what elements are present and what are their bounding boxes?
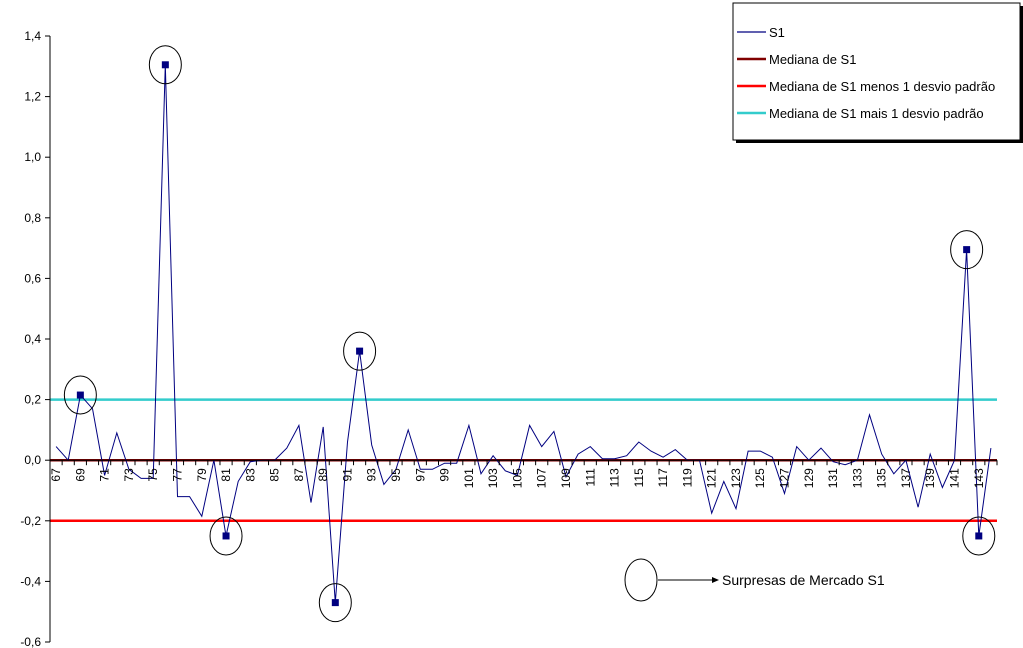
annotation-circle — [624, 558, 658, 602]
x-tick-label: 89 — [316, 468, 330, 482]
x-tick-label: 143 — [972, 468, 986, 488]
highlight-marker — [356, 347, 364, 355]
x-tick-label: 79 — [195, 468, 209, 482]
legend-box — [732, 2, 1021, 141]
x-tick-label: 139 — [923, 468, 937, 488]
x-tick-label: 91 — [340, 468, 354, 482]
highlight-circle — [318, 583, 352, 623]
x-tick-label: 107 — [535, 468, 549, 488]
x-tick-label: 117 — [656, 468, 670, 487]
x-tick-label: 121 — [705, 468, 719, 488]
x-tick-label: 133 — [850, 468, 864, 488]
x-tick-label: 141 — [948, 468, 962, 488]
x-tick-label: 103 — [486, 468, 500, 488]
y-tick-label: -0,2 — [20, 514, 41, 528]
x-tick-label: 119 — [680, 468, 694, 487]
legend: S1 Mediana de S1 Mediana de S1 menos 1 des… — [732, 2, 1023, 143]
highlight-marker — [963, 246, 971, 254]
x-tick-label: 93 — [365, 468, 379, 482]
y-tick-label: 1,0 — [24, 150, 41, 164]
highlight-circle — [950, 230, 984, 270]
x-tick-label: 81 — [219, 468, 233, 482]
x-tick-label: 115 — [632, 468, 646, 487]
x-tick-label: 111 — [583, 468, 597, 487]
x-tick-label: 127 — [778, 468, 792, 488]
y-tick-label: -0,4 — [20, 574, 41, 588]
highlight-circle — [209, 516, 243, 556]
axes-layer: -0,6 -0,4 -0,2 0,0 0,2 0,4 0,6 0,8 1,0 1,2 1,4 67 69… — [20, 29, 998, 648]
x-tick-label: 87 — [292, 468, 306, 482]
annotation: Surpresas de Mercado S1 — [624, 558, 885, 602]
x-tick-label: 71 — [98, 468, 112, 482]
x-tick-label: 125 — [753, 468, 767, 488]
annotation-label: Surpresas de Mercado S1 — [722, 572, 885, 588]
highlight-marker — [161, 61, 169, 69]
highlight-marker — [331, 599, 339, 607]
x-tick-label: 137 — [899, 468, 913, 488]
x-tick-label: 101 — [462, 468, 476, 488]
x-tick-label: 67 — [49, 468, 63, 482]
y-tick-label: -0,6 — [20, 635, 41, 648]
highlight-circle — [343, 331, 377, 371]
legend-label: S1 — [769, 25, 785, 40]
annotation-arrowhead — [712, 577, 719, 583]
y-tick-label: 1,2 — [24, 90, 41, 104]
highlight-circle — [962, 516, 996, 556]
x-tick-label: 105 — [510, 468, 524, 488]
y-tick-label: 0,4 — [24, 332, 41, 346]
legend-label: Mediana de S1 mais 1 desvio padrão — [769, 106, 984, 121]
series-layer — [55, 64, 992, 603]
y-tick-label: 0,2 — [24, 393, 41, 407]
x-tick-label: 75 — [146, 468, 160, 482]
x-tick-label: 109 — [559, 468, 573, 488]
x-tick-label: 123 — [729, 468, 743, 488]
x-tick-label: 69 — [73, 468, 87, 482]
x-tick-label: 97 — [413, 468, 427, 482]
highlight-circle — [148, 45, 182, 85]
x-tick-label: 85 — [268, 468, 282, 482]
highlight-marker — [975, 532, 983, 540]
x-tick-label: 113 — [608, 468, 622, 487]
highlight-circle — [63, 375, 97, 415]
y-tick-label: 0,0 — [24, 453, 41, 467]
highlight-marker — [76, 391, 84, 399]
y-tick-label: 0,8 — [24, 211, 41, 225]
y-tick-label: 1,4 — [24, 29, 41, 43]
series-line-s1 — [55, 64, 992, 603]
x-tick-label: 73 — [122, 468, 136, 482]
x-tick-label: 129 — [802, 468, 816, 488]
legend-label: Mediana de S1 — [769, 52, 856, 67]
x-tick-label: 95 — [389, 468, 403, 482]
y-tick-label: 0,6 — [24, 271, 41, 285]
x-tick-label: 135 — [875, 468, 889, 488]
highlight-marker — [222, 532, 230, 540]
x-tick-label: 131 — [826, 468, 840, 488]
x-tick-label: 83 — [243, 468, 257, 482]
x-tick-label: 99 — [438, 468, 452, 482]
highlight-layer — [63, 45, 996, 623]
x-tick-label: 77 — [170, 468, 184, 482]
legend-label: Mediana de S1 menos 1 desvio padrão — [769, 79, 995, 94]
